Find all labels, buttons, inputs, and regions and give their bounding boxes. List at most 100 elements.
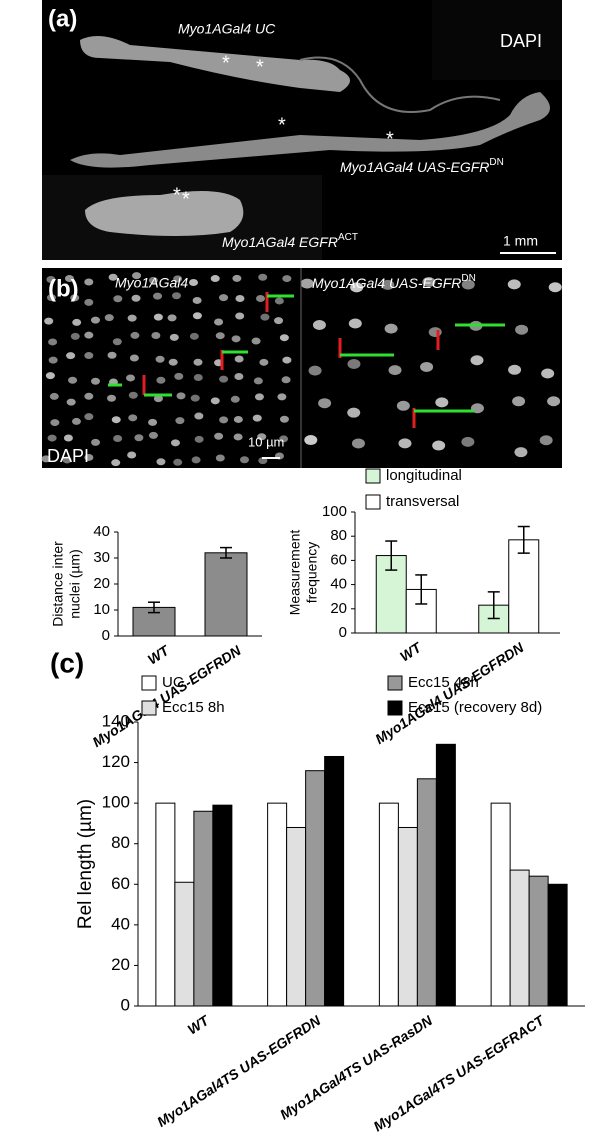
nucleus (279, 415, 289, 423)
nucleus (277, 393, 287, 401)
bar (490, 802, 511, 1007)
nucleus (189, 279, 199, 287)
nucleus (252, 414, 262, 422)
asterisk: * (182, 188, 190, 210)
nucleus (112, 338, 122, 346)
y-tick-label: 0 (102, 627, 110, 644)
nucleus (350, 282, 364, 293)
nucleus (192, 296, 202, 304)
nucleus (192, 312, 202, 320)
nucleus (253, 377, 263, 385)
nucleus (156, 458, 166, 466)
bar (324, 755, 345, 1007)
nucleus (381, 279, 395, 290)
nucleus (173, 275, 183, 283)
nucleus (90, 316, 100, 324)
nucleus (167, 314, 177, 322)
nucleus (173, 458, 183, 466)
legend-swatch (387, 675, 403, 691)
nucleus (169, 333, 179, 341)
y-tick-label: 20 (111, 955, 130, 974)
nucleus (507, 279, 521, 290)
nucleus (547, 396, 561, 407)
gut (80, 36, 350, 92)
nucleus (274, 317, 284, 325)
x-tick-label: WT (145, 641, 173, 667)
y-tick-label: 60 (330, 551, 347, 568)
nucleus (107, 351, 117, 359)
nucleus (68, 376, 78, 384)
panel-label: (c) (50, 647, 84, 678)
nucleus (156, 376, 166, 384)
nucleus (470, 403, 484, 414)
stain-label: DAPI (500, 31, 542, 51)
nucleus (219, 294, 229, 302)
nucleus (64, 275, 74, 283)
nucleus (84, 453, 94, 461)
nucleus (104, 314, 114, 322)
scale-label: 1 mm (503, 233, 538, 249)
y-tick-label: 40 (330, 576, 347, 593)
nucleus (49, 392, 59, 400)
nucleus (257, 433, 267, 441)
nucleus (351, 438, 365, 449)
nucleus (279, 435, 289, 443)
genotype-label: Myo1AGal4 (115, 275, 188, 291)
asterisk: * (256, 56, 264, 78)
legend-label: transversal (386, 493, 459, 510)
y-axis-label: nuclei (µm) (67, 549, 83, 619)
nucleus (215, 332, 225, 340)
bar (378, 802, 399, 1007)
nucleus (256, 295, 266, 303)
error-bar (487, 591, 500, 620)
nucleus (46, 294, 56, 302)
nucleus (251, 337, 261, 345)
nucleus (41, 455, 51, 463)
nucleus (512, 396, 526, 407)
nucleus (541, 368, 555, 379)
nucleus (48, 356, 58, 364)
x-tick-label: WT (397, 638, 425, 664)
nucleus (111, 416, 121, 424)
bar (193, 810, 214, 1007)
legend-swatch (141, 675, 157, 691)
gut (70, 92, 550, 168)
bar (286, 826, 307, 1007)
nucleus (304, 435, 318, 446)
bar (509, 869, 530, 1007)
error-bar (148, 601, 160, 614)
nucleus (91, 377, 101, 385)
legend-swatch (141, 700, 157, 716)
nucleus (348, 318, 362, 329)
nucleus (148, 431, 158, 439)
nucleus (108, 273, 118, 281)
nucleus (176, 392, 186, 400)
y-tick-label: 40 (111, 914, 130, 933)
legend-label: Ecc15 48h (408, 674, 479, 691)
nucleus (126, 374, 136, 382)
nucleus (233, 415, 243, 423)
y-tick-label: 10 (93, 601, 110, 618)
y-tick-label: 140 (102, 711, 130, 730)
nucleus (71, 417, 81, 425)
nucleus (107, 394, 117, 402)
panel-b-labels: (b) Myo1AGal4 Myo1AGal4 UAS-EGFRDN DAPI … (47, 268, 476, 468)
bar (435, 743, 456, 1007)
bar (267, 802, 288, 1007)
asterisk: * (173, 184, 181, 206)
y-tick-label: 40 (93, 523, 110, 540)
nucleus (45, 372, 55, 380)
nucleus (128, 414, 138, 422)
nucleus (254, 393, 264, 401)
nucleus (274, 297, 284, 305)
nucleus (113, 295, 123, 303)
bar (416, 778, 437, 1007)
genotype-label: Myo1AGal4 UAS-EGFRDN (340, 157, 504, 175)
nucleus (347, 407, 361, 418)
nucleus (235, 312, 245, 320)
nucleus (128, 391, 138, 399)
nucleus (461, 279, 475, 290)
nucleus (44, 317, 54, 325)
gut (85, 191, 244, 236)
nucleus (398, 438, 412, 449)
